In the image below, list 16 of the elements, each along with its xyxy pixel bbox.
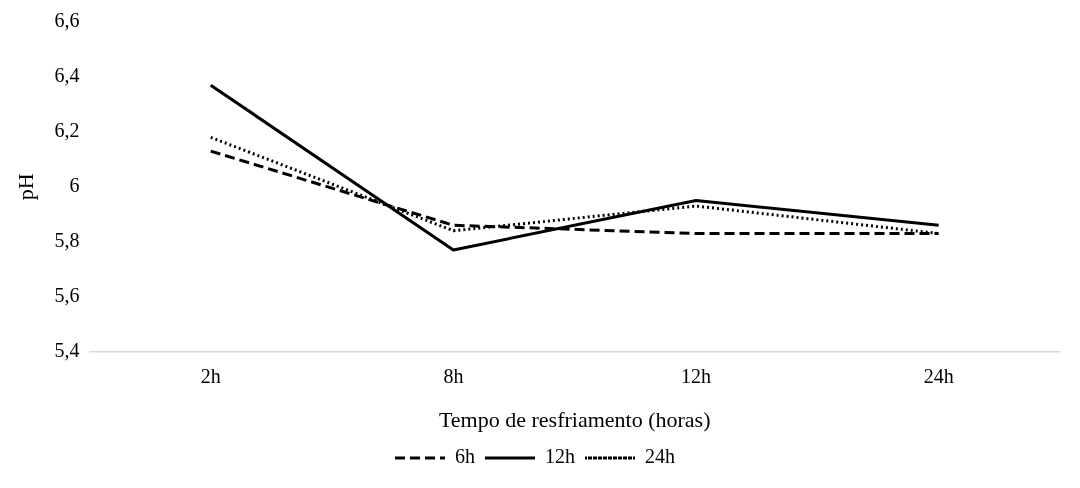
y-tick-label: 5,4	[54, 338, 80, 361]
x-axis-title: Tempo de resfriamento (horas)	[438, 406, 711, 432]
y-tick-label: 6	[69, 174, 80, 197]
x-tick-label: 2h	[200, 364, 221, 387]
x-tick-label: 8h	[443, 364, 464, 387]
legend-label: 24h	[645, 445, 675, 468]
x-tick-label: 12h	[681, 364, 712, 387]
y-tick-label: 5,6	[54, 283, 80, 306]
y-tick-label: 6,4	[54, 64, 80, 87]
y-tick-label: 5,8	[54, 228, 80, 251]
legend-label: 6h	[455, 445, 475, 468]
y-axis-title: pH	[12, 173, 38, 201]
y-tick-label: 6,2	[54, 119, 80, 142]
x-tick-label: 24h	[923, 364, 954, 387]
y-tick-label: 6,6	[54, 9, 80, 32]
legend-label: 12h	[545, 445, 575, 468]
